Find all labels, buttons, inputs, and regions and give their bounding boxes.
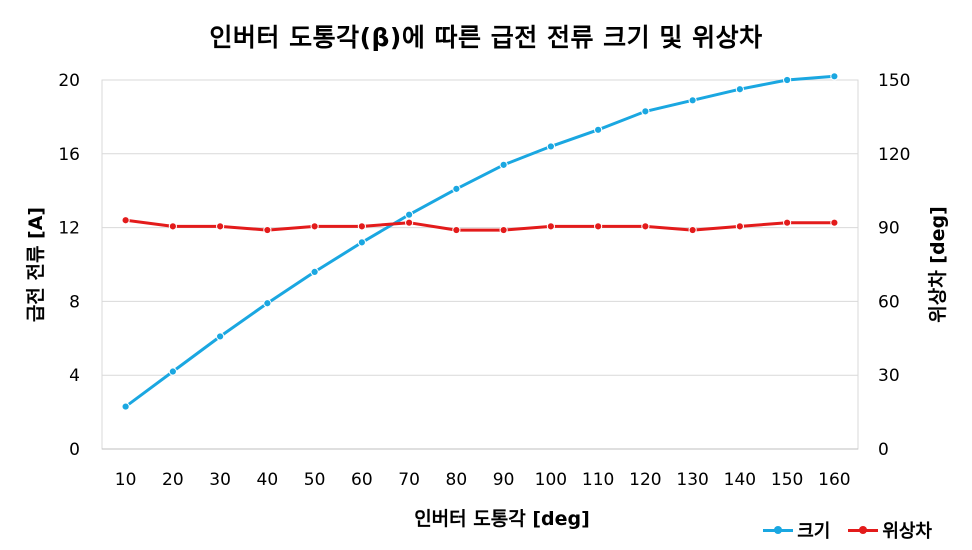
chart-title: 인버터 도통각(β)에 따른 급전 전류 크기 및 위상차	[209, 23, 763, 52]
y-tick-label: 8	[69, 292, 80, 312]
x-tick-label: 10	[115, 470, 137, 490]
data-point-magnitude	[216, 332, 225, 341]
x-tick-label: 60	[351, 470, 373, 490]
x-tick-label: 70	[398, 470, 420, 490]
y-tick-label: 20	[58, 71, 80, 91]
plot-border	[101, 79, 859, 450]
data-point-phase	[594, 222, 603, 231]
data-point-phase	[452, 225, 461, 235]
legend-label-magnitude: 크기	[797, 521, 831, 542]
y-tick-label: 12	[58, 219, 80, 239]
data-point-phase	[263, 225, 272, 235]
y-tick-label: 16	[58, 145, 80, 165]
series-line-phase	[125, 218, 835, 232]
data-point-magnitude	[310, 267, 319, 276]
data-point-magnitude	[121, 402, 130, 411]
legend-item-phase: 위상차	[848, 517, 932, 543]
data-point-phase	[405, 218, 414, 227]
y-axis-title: 급전 전류 [A]	[25, 207, 47, 322]
legend-swatch-phase	[848, 525, 879, 534]
data-point-phase	[216, 222, 225, 231]
data-point-magnitude	[168, 367, 177, 376]
legend-item-magnitude: 크기	[763, 517, 830, 543]
data-point-phase	[499, 225, 508, 235]
data-point-magnitude	[405, 210, 414, 219]
legend-swatch-magnitude	[763, 525, 794, 534]
x-tick-label: 50	[304, 470, 326, 490]
x-tick-label: 90	[493, 470, 515, 490]
data-point-phase	[735, 222, 744, 231]
data-point-magnitude	[546, 142, 555, 151]
data-point-phase	[168, 222, 177, 231]
y2-tick-label: 90	[878, 219, 900, 239]
y-tick-label: 4	[69, 366, 80, 386]
data-point-phase	[357, 222, 366, 231]
x-axis-title: 인버터 도통각 [deg]	[414, 508, 590, 530]
y2-tick-label: 150	[878, 71, 910, 91]
x-tick-label: 100	[535, 470, 567, 490]
x-tick-label: 110	[582, 470, 614, 490]
x-tick-label: 120	[629, 470, 661, 490]
y2-tick-label: 120	[878, 145, 910, 165]
x-tick-label: 130	[676, 470, 708, 490]
x-tick-label: 20	[162, 470, 184, 490]
data-point-phase	[641, 222, 650, 231]
data-point-phase	[830, 218, 839, 227]
data-point-magnitude	[594, 125, 603, 134]
x-tick-label: 40	[257, 470, 279, 490]
x-tick-label: 80	[446, 470, 468, 490]
data-point-magnitude	[357, 238, 366, 247]
legend-label-phase: 위상차	[882, 521, 932, 542]
data-point-magnitude	[263, 299, 272, 308]
data-point-magnitude	[499, 160, 508, 169]
data-point-phase	[546, 222, 555, 231]
data-point-magnitude	[688, 96, 697, 105]
y-tick-label: 0	[69, 440, 80, 460]
data-point-phase	[783, 218, 792, 227]
x-tick-label: 140	[724, 470, 756, 490]
data-point-magnitude	[783, 75, 792, 85]
data-point-magnitude	[641, 107, 650, 116]
data-point-phase	[121, 216, 130, 225]
y2-axis-title: 위상차 [deg]	[927, 206, 949, 323]
y2-tick-label: 30	[878, 366, 900, 386]
x-tick-label: 160	[818, 470, 850, 490]
series-line-magnitude	[124, 74, 835, 408]
data-point-magnitude	[452, 184, 461, 193]
legend: 크기 위상차	[763, 517, 932, 543]
data-point-magnitude	[830, 72, 839, 81]
data-point-phase	[688, 225, 697, 235]
y2-tick-label: 0	[878, 440, 889, 460]
x-tick-label: 150	[771, 470, 803, 490]
data-point-magnitude	[735, 85, 744, 94]
data-point-phase	[310, 222, 319, 231]
y2-tick-label: 60	[878, 292, 900, 312]
x-tick-label: 30	[209, 470, 231, 490]
